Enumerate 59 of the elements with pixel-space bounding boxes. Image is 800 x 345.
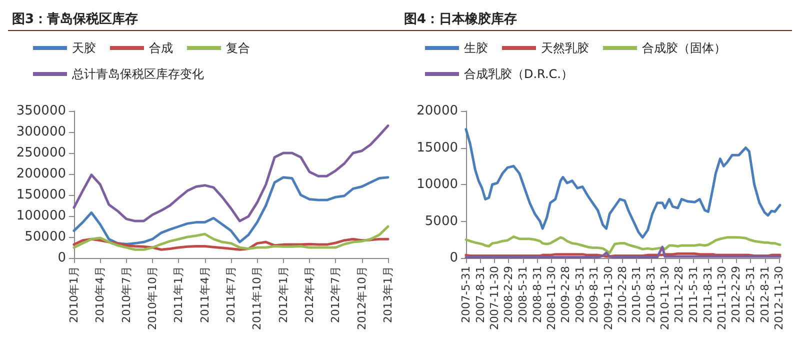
y-tick-label: 15000: [416, 140, 458, 156]
x-tick-label: 2012-11-30: [772, 266, 786, 330]
x-tick-label: 2009-11-30: [602, 266, 615, 330]
y-tick-label: 250000: [16, 146, 66, 160]
legend-label: 合成胶（固体）: [642, 41, 726, 55]
y-tick-label: 5000: [424, 214, 458, 229]
x-tick-label: 2010-8-31: [644, 266, 658, 323]
x-tick-label: 2012-5-31: [744, 266, 758, 323]
y-tick-label: 0: [450, 250, 458, 266]
y-tick-label: 50000: [24, 230, 66, 244]
x-tick-label: 2009-8-31: [588, 266, 601, 323]
x-tick-label: 2012年7月: [329, 266, 342, 323]
x-tick-label: 2011-11-30: [716, 266, 729, 330]
x-tick-label: 2011-5-31: [687, 266, 700, 323]
x-tick-label: 2007-11-30: [488, 266, 502, 330]
legend-label: 合成: [149, 41, 173, 55]
x-tick-label: 2010年1月: [68, 266, 80, 323]
y-tick-label: 0: [58, 250, 66, 266]
y-tick-label: 200000: [16, 166, 66, 182]
x-tick-label: 2008-5-31: [516, 266, 530, 323]
x-tick-label: 2011-2-28: [672, 266, 686, 323]
x-tick-label: 2012-2-29: [730, 266, 743, 323]
chart-title: 图3：青岛保税区库存: [8, 8, 400, 31]
x-tick-label: 2009-2-28: [559, 266, 572, 323]
y-tick-label: 150000: [16, 188, 66, 202]
x-tick-label: 2009-5-31: [573, 266, 586, 323]
legend-label: 复合: [226, 41, 250, 55]
y-tick-label: 10000: [416, 177, 458, 192]
x-tick-label: 2010-2-28: [616, 266, 629, 323]
x-tick-label: 2012年10月: [355, 266, 368, 330]
y-tick-label: 300000: [16, 124, 66, 140]
x-tick-label: 2010-5-31: [630, 266, 644, 323]
legend-label: 合成乳胶（D.R.C.）: [464, 67, 573, 81]
chart-title: 图4：日本橡胶库存: [400, 8, 792, 31]
x-tick-label: 2010-11-30: [658, 266, 672, 330]
x-tick-label: 2007-8-31: [474, 266, 487, 323]
x-tick-label: 2013年1月: [382, 266, 394, 323]
y-tick-label: 350000: [16, 104, 66, 118]
legend-label: 天然乳胶: [541, 41, 589, 55]
x-tick-label: 2008-2-29: [502, 266, 516, 323]
x-tick-label: 2012年1月: [276, 266, 290, 323]
legend-label: 总计青岛保税区库存变化: [71, 67, 204, 81]
x-tick-label: 2011-8-31: [701, 266, 714, 323]
x-tick-label: 2012-8-31: [758, 266, 772, 323]
x-tick-label: 2010年4月: [94, 266, 107, 323]
x-tick-label: 2011年4月: [198, 266, 212, 323]
y-tick-label: 100000: [16, 208, 66, 224]
x-tick-label: 2008-11-30: [545, 266, 558, 330]
x-tick-label: 2012年4月: [303, 266, 316, 323]
legend-label: 天胶: [72, 41, 96, 55]
x-tick-label: 2011年10月: [250, 266, 264, 330]
x-tick-label: 2011年7月: [224, 266, 238, 323]
x-tick-label: 2008-8-31: [530, 266, 544, 323]
y-tick-label: 20000: [416, 104, 458, 118]
x-tick-label: 2011年1月: [172, 266, 186, 323]
x-tick-label: 2010年7月: [120, 266, 133, 323]
legend-label: 生胶: [464, 41, 488, 55]
x-tick-label: 2010年10月: [146, 266, 159, 330]
x-tick-label: 2007-5-31: [460, 266, 472, 323]
